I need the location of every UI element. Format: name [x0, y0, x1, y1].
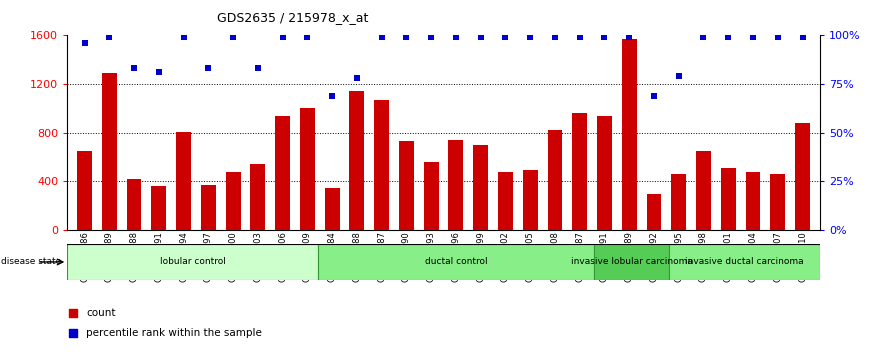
- Point: [66, 310, 81, 316]
- Bar: [151, 186, 167, 230]
- Bar: [622, 39, 637, 230]
- Bar: [102, 73, 116, 230]
- Text: invasive lobular carcinoma: invasive lobular carcinoma: [571, 257, 693, 267]
- Bar: [573, 113, 587, 230]
- Point: [573, 34, 587, 40]
- Text: disease state: disease state: [1, 257, 61, 267]
- Point: [672, 73, 686, 79]
- Bar: [424, 162, 438, 230]
- Text: ductal control: ductal control: [425, 257, 487, 267]
- Bar: [498, 172, 513, 230]
- Bar: [201, 185, 216, 230]
- Bar: [324, 188, 340, 230]
- Point: [424, 34, 438, 40]
- Bar: [647, 194, 661, 230]
- Bar: [597, 116, 612, 230]
- Point: [66, 330, 81, 336]
- Point: [547, 34, 562, 40]
- Point: [275, 34, 289, 40]
- Point: [721, 34, 736, 40]
- Point: [251, 65, 265, 71]
- Point: [473, 34, 487, 40]
- Point: [745, 34, 760, 40]
- Bar: [669, 244, 820, 280]
- Point: [696, 34, 711, 40]
- Text: invasive ductal carcinoma: invasive ductal carcinoma: [685, 257, 804, 267]
- Text: percentile rank within the sample: percentile rank within the sample: [86, 328, 262, 338]
- Bar: [300, 108, 314, 230]
- Bar: [250, 164, 265, 230]
- Bar: [177, 132, 191, 230]
- Bar: [771, 174, 785, 230]
- Point: [177, 34, 191, 40]
- Text: lobular control: lobular control: [159, 257, 226, 267]
- Bar: [671, 174, 686, 230]
- Point: [622, 34, 636, 40]
- Bar: [67, 244, 318, 280]
- Point: [796, 34, 810, 40]
- Bar: [473, 145, 488, 230]
- Bar: [522, 171, 538, 230]
- Bar: [226, 172, 240, 230]
- Point: [201, 65, 215, 71]
- Point: [375, 34, 389, 40]
- Bar: [318, 244, 594, 280]
- Point: [349, 75, 364, 81]
- Bar: [126, 179, 142, 230]
- Point: [449, 34, 463, 40]
- Point: [102, 34, 116, 40]
- Point: [226, 34, 240, 40]
- Bar: [349, 91, 365, 230]
- Bar: [399, 141, 414, 230]
- Bar: [275, 116, 290, 230]
- Text: GDS2635 / 215978_x_at: GDS2635 / 215978_x_at: [218, 11, 368, 24]
- Point: [151, 69, 166, 75]
- Point: [647, 93, 661, 98]
- Point: [127, 65, 142, 71]
- Bar: [449, 140, 463, 230]
- Point: [771, 34, 785, 40]
- Bar: [696, 151, 711, 230]
- Text: count: count: [86, 308, 116, 318]
- Bar: [594, 244, 669, 280]
- Point: [523, 34, 538, 40]
- Bar: [720, 168, 736, 230]
- Point: [498, 34, 513, 40]
- Point: [325, 93, 340, 98]
- Point: [598, 34, 612, 40]
- Bar: [745, 172, 761, 230]
- Point: [77, 40, 91, 46]
- Point: [400, 34, 414, 40]
- Bar: [77, 151, 92, 230]
- Bar: [375, 100, 389, 230]
- Point: [300, 34, 314, 40]
- Bar: [547, 130, 563, 230]
- Bar: [795, 123, 810, 230]
